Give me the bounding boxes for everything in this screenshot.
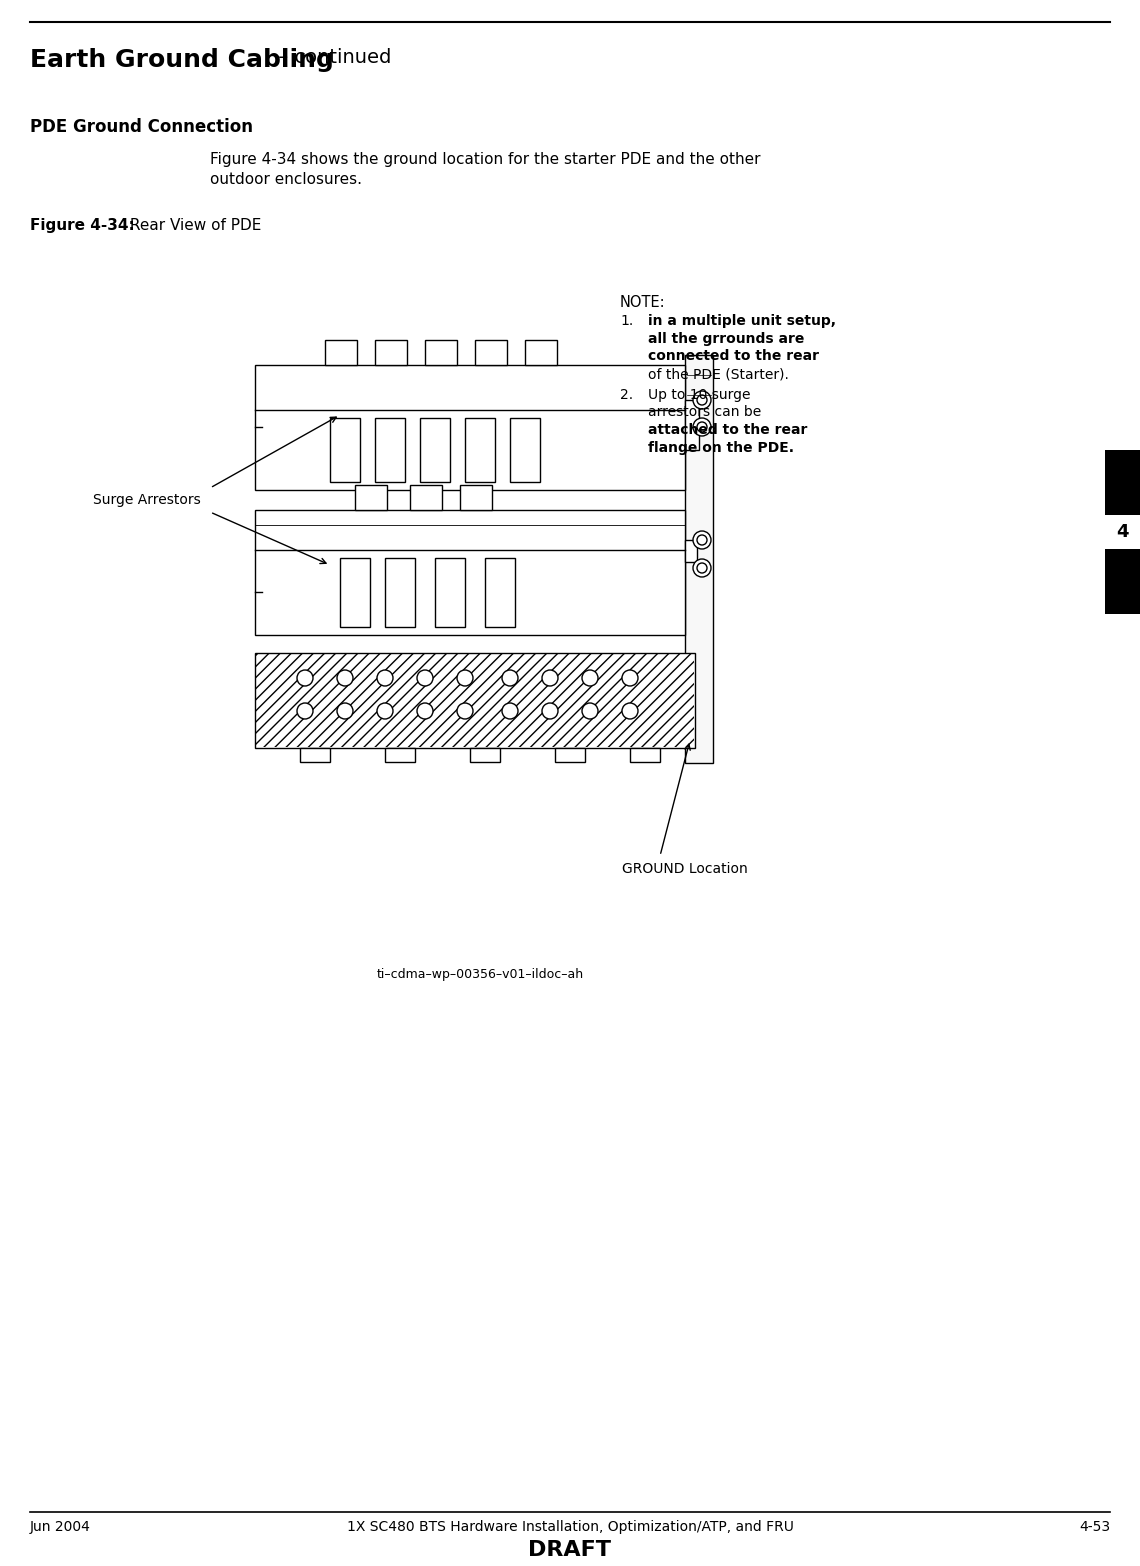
Circle shape xyxy=(502,703,518,719)
Text: all the grrounds are: all the grrounds are xyxy=(648,332,805,346)
Text: in a multiple unit setup,: in a multiple unit setup, xyxy=(648,315,836,329)
Text: 1.: 1. xyxy=(620,315,633,329)
Circle shape xyxy=(298,703,314,719)
Bar xyxy=(410,485,442,511)
Bar xyxy=(385,557,415,626)
Bar xyxy=(685,399,699,449)
Bar xyxy=(420,418,450,482)
Circle shape xyxy=(622,670,638,686)
Bar xyxy=(355,485,386,511)
Text: of the PDE (Starter).: of the PDE (Starter). xyxy=(648,366,789,381)
Circle shape xyxy=(697,421,707,432)
Bar xyxy=(465,418,495,482)
Bar xyxy=(329,418,360,482)
Circle shape xyxy=(417,703,433,719)
Text: ti–cdma–wp–00356–v01–ildoc–ah: ti–cdma–wp–00356–v01–ildoc–ah xyxy=(376,968,584,980)
Circle shape xyxy=(502,670,518,686)
Text: attached to the rear: attached to the rear xyxy=(648,423,807,437)
Circle shape xyxy=(583,703,598,719)
Bar xyxy=(435,557,465,626)
Circle shape xyxy=(693,531,711,550)
Bar xyxy=(300,749,329,763)
Text: DRAFT: DRAFT xyxy=(529,1539,611,1560)
Bar xyxy=(325,340,357,365)
Circle shape xyxy=(457,670,473,686)
Bar xyxy=(475,340,507,365)
Text: outdoor enclosures.: outdoor enclosures. xyxy=(210,172,363,186)
Text: Figure 4-34:: Figure 4-34: xyxy=(30,218,135,233)
Circle shape xyxy=(542,670,557,686)
Circle shape xyxy=(298,670,314,686)
Text: connected to the rear: connected to the rear xyxy=(648,349,819,363)
Circle shape xyxy=(693,418,711,435)
Circle shape xyxy=(697,536,707,545)
Bar xyxy=(470,749,500,763)
Bar xyxy=(255,511,685,634)
Bar xyxy=(685,540,697,562)
Bar xyxy=(685,355,712,763)
Text: NOTE:: NOTE: xyxy=(620,294,666,310)
Circle shape xyxy=(697,564,707,573)
Bar xyxy=(255,653,695,749)
Bar xyxy=(526,340,557,365)
Bar xyxy=(510,418,540,482)
Bar xyxy=(484,557,515,626)
Circle shape xyxy=(693,392,711,409)
Text: 4: 4 xyxy=(1116,523,1129,540)
Text: PDE Ground Connection: PDE Ground Connection xyxy=(30,117,253,136)
Bar xyxy=(555,749,585,763)
Bar xyxy=(461,485,492,511)
Bar xyxy=(255,365,685,490)
Circle shape xyxy=(377,703,393,719)
Circle shape xyxy=(457,703,473,719)
Circle shape xyxy=(542,703,557,719)
Text: Jun 2004: Jun 2004 xyxy=(30,1521,91,1535)
Text: 1X SC480 BTS Hardware Installation, Optimization/ATP, and FRU: 1X SC480 BTS Hardware Installation, Opti… xyxy=(347,1521,793,1535)
Bar xyxy=(256,655,694,747)
Bar xyxy=(340,557,370,626)
Text: GROUND Location: GROUND Location xyxy=(622,861,748,875)
Bar xyxy=(425,340,457,365)
Text: 2.: 2. xyxy=(620,388,633,402)
Circle shape xyxy=(693,559,711,576)
Circle shape xyxy=(337,703,353,719)
Text: flange on the PDE.: flange on the PDE. xyxy=(648,440,793,454)
Text: 4-53: 4-53 xyxy=(1078,1521,1110,1535)
Text: Rear View of PDE: Rear View of PDE xyxy=(125,218,261,233)
Text: Surge Arrestors: Surge Arrestors xyxy=(93,493,201,507)
Text: Earth Ground Cabling: Earth Ground Cabling xyxy=(30,49,334,72)
Text: Figure 4-34 shows the ground location for the starter PDE and the other: Figure 4-34 shows the ground location fo… xyxy=(210,152,760,168)
Circle shape xyxy=(622,703,638,719)
Circle shape xyxy=(583,670,598,686)
Text: Up to 10 surge: Up to 10 surge xyxy=(648,388,750,402)
Bar xyxy=(1105,449,1140,515)
Bar xyxy=(1105,550,1140,614)
Bar xyxy=(630,749,660,763)
Bar xyxy=(385,749,415,763)
Circle shape xyxy=(377,670,393,686)
Bar xyxy=(375,418,405,482)
Circle shape xyxy=(697,395,707,406)
Text: arrestors can be: arrestors can be xyxy=(648,406,762,420)
Circle shape xyxy=(417,670,433,686)
Text: – continued: – continued xyxy=(272,49,391,67)
Circle shape xyxy=(337,670,353,686)
Bar xyxy=(375,340,407,365)
